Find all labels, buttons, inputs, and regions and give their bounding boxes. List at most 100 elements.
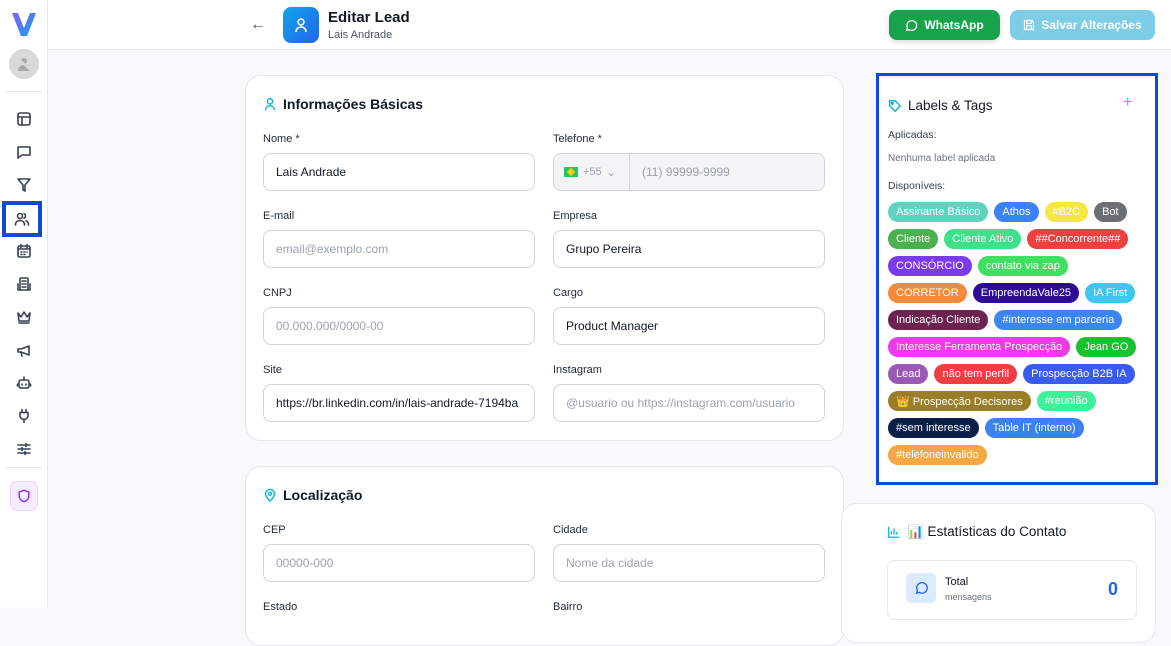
telefone-input[interactable]: (11) 99999-9999 [642, 165, 730, 179]
page-title: Editar Lead [328, 9, 410, 26]
map-pin-icon [264, 488, 276, 502]
bairro-label: Bairro [553, 601, 583, 613]
total-messages-stat: Total mensagens 0 [887, 560, 1137, 620]
bot-icon [16, 376, 32, 389]
tag-chip[interactable]: Prospecção B2B IA [1023, 364, 1135, 384]
basic-info-title: Informações Básicas [263, 96, 423, 112]
applied-empty: Nenhuma label aplicada [888, 153, 996, 164]
plug-icon [19, 408, 29, 424]
nav-contacts[interactable] [2, 201, 42, 237]
calendar-icon [17, 243, 31, 258]
telefone-field: +55 ⌄ (11) 99999-9999 [553, 153, 825, 191]
available-tags: Assinante Básico Athos #B2C Bot Cliente Clien… [888, 202, 1143, 465]
nome-label: Nome * [263, 133, 300, 145]
whatsapp-icon [906, 19, 918, 31]
tag-chip[interactable]: Lead [888, 364, 929, 384]
tag-chip[interactable]: #interesse em parceria [994, 310, 1123, 330]
empresa-label: Empresa [553, 210, 598, 222]
cnpj-input[interactable]: 00.000.000/0000-00 [263, 307, 535, 345]
tag-icon [889, 99, 902, 112]
back-arrow-icon[interactable]: ← [250, 16, 266, 33]
total-sub: mensagens [945, 592, 992, 602]
brazil-flag-icon [564, 167, 578, 177]
sidebar-divider [6, 91, 42, 92]
stats-title: 📊 Estatísticas do Contato [887, 524, 1066, 540]
save-button[interactable]: Salvar Alterações [1010, 10, 1155, 40]
tag-chip[interactable]: Table IT (interno) [984, 418, 1084, 438]
page-header [48, 0, 1171, 50]
nav-integrations[interactable] [12, 404, 36, 428]
nav-company[interactable] [12, 272, 36, 296]
site-label: Site [263, 364, 282, 376]
email-label: E-mail [263, 210, 295, 222]
sidebar [0, 0, 48, 607]
chevron-down-icon: ⌄ [606, 166, 616, 179]
available-label: Disponíveis: [888, 180, 946, 192]
estado-label: Estado [263, 601, 298, 613]
empresa-input[interactable]: Grupo Pereira [553, 230, 825, 268]
tag-chip[interactable]: 👑 Prospecção Decisores [888, 391, 1031, 411]
cep-input[interactable]: 00000-000 [263, 544, 535, 582]
nav-admin[interactable] [10, 481, 38, 511]
nav-calendar[interactable] [12, 239, 36, 263]
location-title: Localização [263, 487, 362, 503]
building-icon [17, 277, 31, 291]
cargo-label: Cargo [553, 287, 583, 299]
tag-chip[interactable]: CONSÓRCIO [888, 256, 972, 276]
tag-chip[interactable]: Indicação Cliente [888, 310, 989, 330]
page-subtitle: Lais Andrade [328, 29, 393, 41]
sliders-icon [17, 442, 31, 456]
cidade-input[interactable]: Nome da cidade [553, 544, 825, 582]
basic-info-card [245, 75, 844, 441]
tag-chip[interactable]: #sem interesse [888, 418, 979, 438]
funnel-icon [17, 178, 31, 192]
add-label-button[interactable]: + [1123, 94, 1133, 111]
labels-title: Labels & Tags [888, 98, 993, 113]
nav-campaigns[interactable] [12, 338, 36, 362]
nav-bots[interactable] [12, 371, 36, 395]
message-icon [906, 573, 936, 603]
nav-premium[interactable] [12, 305, 36, 329]
tag-chip[interactable]: CORRETOR [888, 283, 967, 303]
tag-chip[interactable]: ##Concorrente## [1027, 229, 1129, 249]
labels-tags-card: Labels & Tags + Aplicadas: Nenhuma label… [876, 73, 1158, 485]
tag-chip[interactable]: #telefoneinvalido [888, 445, 987, 465]
tag-chip[interactable]: Cliente Ativo [944, 229, 1022, 249]
country-code-select[interactable]: +55 ⌄ [554, 154, 630, 190]
app-logo[interactable] [11, 10, 37, 38]
site-input[interactable]: https://br.linkedin.com/in/lais-andrade-… [263, 384, 535, 422]
tag-chip[interactable]: IA First [1085, 283, 1136, 303]
bar-chart-icon [888, 526, 900, 538]
nav-funnel[interactable] [12, 173, 36, 197]
tag-chip[interactable]: Athos [994, 202, 1039, 222]
instagram-input[interactable]: @usuario ou https://instagram.com/usuari… [553, 384, 825, 422]
tag-chip[interactable]: Assinante Básico [888, 202, 989, 222]
cnpj-label: CNPJ [263, 287, 292, 299]
nome-input[interactable]: Lais Andrade [263, 153, 535, 191]
tag-chip[interactable]: não tem perfil [934, 364, 1018, 384]
user-avatar[interactable] [9, 49, 39, 79]
tag-chip[interactable]: Jean GO [1076, 337, 1137, 357]
tag-chip[interactable]: Cliente [888, 229, 939, 249]
nav-chat[interactable] [12, 140, 36, 164]
layout-icon [17, 112, 31, 126]
cargo-input[interactable]: Product Manager [553, 307, 825, 345]
tag-chip[interactable]: contato via zap [977, 256, 1068, 276]
tag-chip[interactable]: Bot [1094, 202, 1127, 222]
nav-settings[interactable] [12, 437, 36, 461]
tag-chip[interactable]: #reunião [1036, 391, 1096, 411]
sidebar-divider [6, 467, 42, 468]
shield-icon [18, 489, 30, 503]
tag-chip[interactable]: EmpreendaVale25 [972, 283, 1080, 303]
users-icon [14, 212, 30, 226]
instagram-label: Instagram [553, 364, 602, 376]
nav-dashboard[interactable] [12, 107, 36, 131]
tag-chip[interactable]: #B2C [1044, 202, 1089, 222]
chat-icon [17, 146, 31, 159]
tag-chip[interactable]: Interesse Ferramenta Prospecção [888, 337, 1071, 357]
lead-icon [283, 7, 319, 43]
email-input[interactable]: email@exemplo.com [263, 230, 535, 268]
whatsapp-button[interactable]: WhatsApp [889, 10, 1000, 40]
cep-label: CEP [263, 524, 286, 536]
user-icon [264, 98, 276, 111]
